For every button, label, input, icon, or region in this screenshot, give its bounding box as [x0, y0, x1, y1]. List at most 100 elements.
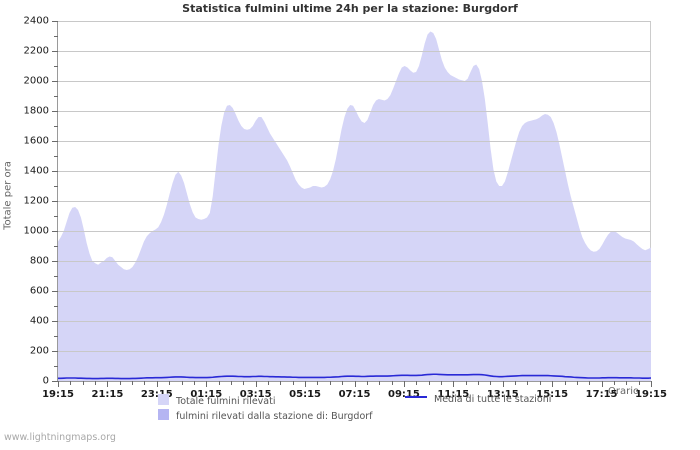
- legend-item-total: Totale fulmini rilevati: [158, 394, 275, 407]
- x-tick-major: [651, 381, 652, 387]
- legend-label-station: fulmini rilevati dalla stazione di: Burg…: [176, 411, 373, 422]
- x-tick-major: [107, 381, 109, 387]
- x-tick-label: 19:15: [42, 389, 74, 400]
- y-tick-label: 600: [29, 285, 49, 297]
- x-tick-minor: [317, 381, 319, 385]
- x-tick-minor: [527, 381, 529, 385]
- x-tick-major: [156, 381, 158, 387]
- x-tick-minor: [193, 381, 195, 385]
- x-tick-minor: [218, 381, 220, 385]
- x-tick-minor: [478, 381, 480, 385]
- legend-swatch-total: [158, 394, 169, 405]
- x-tick-minor: [70, 381, 72, 385]
- x-tick-minor: [169, 381, 171, 385]
- area-total-detected: [58, 31, 651, 381]
- y-tick-minor: [54, 126, 58, 127]
- y-tick-major: [52, 291, 58, 292]
- x-tick-minor: [95, 381, 97, 385]
- x-tick-minor: [576, 381, 578, 385]
- gridline: [58, 111, 651, 112]
- x-tick-minor: [342, 381, 344, 385]
- x-tick-label: 19:15: [635, 389, 667, 400]
- y-tick-minor: [54, 156, 58, 157]
- x-tick-minor: [490, 381, 492, 385]
- x-tick-label: 05:15: [289, 389, 321, 400]
- x-tick-minor: [366, 381, 368, 385]
- x-axis-label: Orario: [608, 386, 640, 397]
- x-tick-major: [255, 381, 257, 387]
- line-average-all-stations: [58, 373, 651, 380]
- y-tick-minor: [54, 36, 58, 37]
- y-tick-label: 2400: [23, 15, 49, 27]
- y-tick-minor: [54, 96, 58, 97]
- x-tick-minor: [379, 381, 381, 385]
- chart-title: Statistica fulmini ultime 24h per la sta…: [182, 2, 518, 15]
- watermark-text: www.lightningmaps.org: [4, 432, 116, 443]
- x-tick-minor: [613, 381, 615, 385]
- x-tick-minor: [638, 381, 640, 385]
- y-tick-major: [52, 111, 58, 112]
- legend-label-total: Totale fulmini rilevati: [176, 396, 276, 407]
- x-tick-minor: [292, 381, 294, 385]
- x-tick-minor: [230, 381, 232, 385]
- x-tick-minor: [539, 381, 541, 385]
- x-tick-label: 01:15: [190, 389, 223, 400]
- gridline: [58, 141, 651, 142]
- legend-line-average: [405, 396, 427, 398]
- x-tick-minor: [132, 381, 134, 385]
- gridline: [58, 51, 651, 52]
- y-tick-label: 200: [29, 345, 49, 357]
- y-tick-major: [52, 141, 58, 142]
- gridline: [58, 171, 651, 172]
- x-tick-minor: [280, 381, 282, 385]
- y-tick-label: 400: [29, 315, 49, 327]
- y-tick-label: 800: [29, 255, 49, 267]
- y-tick-major: [52, 51, 58, 52]
- x-tick-minor: [329, 381, 331, 385]
- y-tick-label: 2200: [23, 45, 49, 57]
- x-tick-major: [206, 381, 208, 387]
- y-tick-minor: [54, 366, 58, 367]
- gridline: [58, 291, 651, 292]
- y-tick-label: 1600: [23, 135, 49, 147]
- y-tick-major: [52, 321, 58, 322]
- y-tick-minor: [54, 216, 58, 217]
- y-tick-label: 1400: [23, 165, 49, 177]
- legend-item-average: Media di tutte le stazioni: [405, 394, 551, 405]
- y-tick-minor: [54, 276, 58, 277]
- x-tick-major: [403, 381, 405, 387]
- y-tick-major: [52, 171, 58, 172]
- series-canvas: [58, 31, 651, 381]
- x-tick-minor: [144, 381, 146, 385]
- gridline: [58, 261, 651, 262]
- chart-legend: Totale fulmini rilevati fulmini rilevati…: [0, 392, 700, 426]
- gridline: [58, 351, 651, 352]
- x-tick-minor: [391, 381, 393, 385]
- x-tick-major: [58, 381, 59, 387]
- gridline: [58, 201, 651, 202]
- legend-item-station: fulmini rilevati dalla stazione di: Burg…: [158, 409, 373, 422]
- y-tick-minor: [54, 66, 58, 67]
- x-tick-minor: [181, 381, 183, 385]
- y-tick-minor: [54, 186, 58, 187]
- x-tick-label: 13:15: [486, 389, 519, 400]
- y-tick-major: [52, 81, 58, 82]
- x-tick-minor: [626, 381, 628, 385]
- x-tick-label: 09:15: [387, 389, 420, 400]
- y-tick-label: 1000: [23, 225, 49, 237]
- x-tick-minor: [428, 381, 430, 385]
- y-tick-minor: [54, 246, 58, 247]
- y-tick-label: 1800: [23, 105, 49, 117]
- x-tick-minor: [243, 381, 245, 385]
- x-tick-minor: [465, 381, 467, 385]
- gridline: [58, 321, 651, 322]
- y-tick-major: [52, 351, 58, 352]
- x-tick-major: [601, 381, 603, 387]
- x-tick-major: [502, 381, 504, 387]
- x-tick-major: [552, 381, 554, 387]
- x-tick-label: 23:15: [140, 389, 173, 400]
- x-tick-minor: [515, 381, 517, 385]
- x-tick-label: 03:15: [239, 389, 272, 400]
- x-tick-minor: [440, 381, 442, 385]
